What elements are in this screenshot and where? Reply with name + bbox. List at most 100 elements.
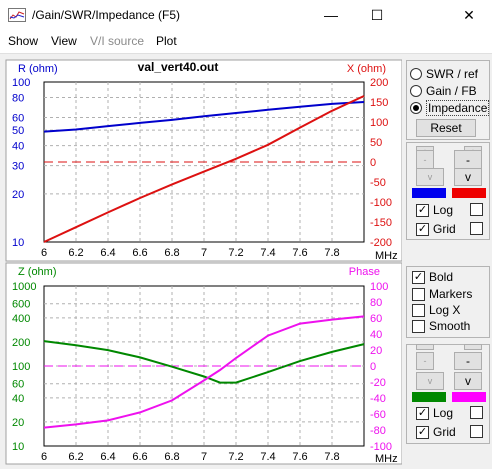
radio-impedance-circle[interactable] <box>410 102 422 114</box>
markers-check[interactable] <box>412 287 425 301</box>
bot-x-tick-label: 6.6 <box>132 451 147 463</box>
bottom-left-down-button[interactable]: v <box>416 372 444 390</box>
radio-gain-circle[interactable] <box>410 85 422 97</box>
top-grid-right-checkbox[interactable] <box>470 222 487 235</box>
bold-check[interactable]: ✓ <box>412 270 425 284</box>
radio-impedance[interactable]: Impedance <box>410 100 490 116</box>
top-x-unit: MHz <box>375 250 398 262</box>
bottom-log-right-checkbox[interactable] <box>470 406 487 419</box>
bot-left-tick-label: 100 <box>12 361 30 373</box>
bottom-left-minus-button[interactable]: - <box>416 352 434 370</box>
top-x-tick-label: 7.6 <box>292 247 307 259</box>
top-log-check[interactable]: ✓ <box>416 203 429 217</box>
bot-right-tick-label: 60 <box>370 313 382 325</box>
top-chart-title: val_vert40.out <box>138 60 219 74</box>
top-grid-checkbox[interactable]: ✓ Grid <box>416 222 456 236</box>
top-right-down-button[interactable]: v <box>454 168 482 186</box>
menu-plot[interactable]: Plot <box>156 34 177 48</box>
menu-vi-source[interactable]: V/I source <box>90 34 145 48</box>
top-left-tick-label: 80 <box>12 93 24 105</box>
bottom-right-ticks: 100 80 60 40 20 0 -20 -40 -60 -80 -100 <box>370 281 392 453</box>
bold-checkbox[interactable]: ✓ Bold <box>412 270 453 284</box>
smooth-checkbox[interactable]: Smooth <box>412 319 470 333</box>
minimize-icon: — <box>324 7 338 23</box>
bottom-log-checkbox[interactable]: ✓ Log <box>416 406 453 420</box>
bottom-grid-checkbox[interactable]: ✓ Grid <box>416 425 456 439</box>
display-options-group <box>406 266 490 338</box>
bottom-grid-right-checkbox[interactable] <box>470 425 487 438</box>
top-left-zoom-out-button[interactable]: - <box>416 150 434 170</box>
bottom-left-axis-label: Z (ohm) <box>18 266 57 278</box>
top-right-axis-label: X (ohm) <box>347 63 386 75</box>
bot-left-tick-label: 600 <box>12 299 30 311</box>
bottom-left-up-button[interactable] <box>416 344 434 350</box>
top-series-x <box>43 95 365 243</box>
top-log-right-checkbox[interactable] <box>470 203 487 216</box>
bot-left-tick-label: 20 <box>12 417 24 429</box>
bottom-right-minus-button[interactable]: - <box>454 352 482 370</box>
bot-left-tick-label: 10 <box>12 441 24 453</box>
bot-x-tick-label: 6.8 <box>164 451 179 463</box>
maximize-button[interactable]: ☐ <box>354 0 400 30</box>
menu-view[interactable]: View <box>51 34 77 48</box>
radio-gain[interactable]: Gain / FB <box>410 84 477 98</box>
app-icon <box>8 8 26 22</box>
menu-bar: Show View V/I source Plot <box>0 30 492 54</box>
bottom-grid-check[interactable]: ✓ <box>416 425 429 439</box>
top-x-tick-label: 6.4 <box>100 247 115 259</box>
bot-x-tick-label: 7 <box>201 451 207 463</box>
menu-show[interactable]: Show <box>8 34 39 48</box>
bottom-log-check[interactable]: ✓ <box>416 406 429 420</box>
top-right-tick-label: 0 <box>370 157 376 169</box>
smooth-check[interactable] <box>412 319 425 333</box>
top-grid-check[interactable]: ✓ <box>416 222 429 236</box>
phase-color-swatch[interactable] <box>452 392 486 402</box>
window-title: /Gain/SWR/Impedance (F5) <box>32 8 181 22</box>
top-log-right-check[interactable] <box>470 203 483 216</box>
top-x-tick-label: 7 <box>201 247 207 259</box>
maximize-icon: ☐ <box>370 6 384 23</box>
top-x-tick-label: 6 <box>41 247 47 259</box>
close-button[interactable]: ✕ <box>446 0 492 30</box>
bot-right-tick-label: 40 <box>370 329 382 341</box>
top-grid-right-check[interactable] <box>470 222 483 235</box>
logx-check[interactable] <box>412 303 425 317</box>
bot-right-tick-label: 20 <box>370 345 382 357</box>
bottom-x-ticks: 6 6.2 6.4 6.6 6.8 7 7.2 7.4 7.6 7.8 <box>41 451 340 463</box>
bot-x-tick-label: 7.4 <box>260 451 275 463</box>
bottom-log-label: Log <box>433 406 454 420</box>
bot-series-z <box>43 340 365 384</box>
reset-button[interactable]: Reset <box>416 119 476 137</box>
top-x-tick-label: 7.4 <box>260 247 275 259</box>
bottom-grid-right-check[interactable] <box>470 425 483 438</box>
radio-swr-circle[interactable] <box>410 68 422 80</box>
minimize-button[interactable]: — <box>308 0 354 30</box>
minus-icon: - <box>423 356 427 366</box>
top-log-checkbox[interactable]: ✓ Log <box>416 203 453 217</box>
bot-x-tick-label: 6 <box>41 451 47 463</box>
bottom-right-up-button[interactable] <box>464 344 482 350</box>
z-color-swatch[interactable] <box>412 392 446 402</box>
bottom-x-unit: MHz <box>375 453 398 465</box>
r-color-swatch[interactable] <box>412 188 446 198</box>
bottom-log-right-check[interactable] <box>470 406 483 419</box>
bot-right-tick-label: -40 <box>370 393 386 405</box>
top-x-tick-label: 6.2 <box>68 247 83 259</box>
top-right-zoom-out-button[interactable]: - <box>454 150 482 170</box>
radio-swr[interactable]: SWR / ref <box>410 67 478 81</box>
top-x-tick-label: 7.8 <box>324 247 339 259</box>
top-x-ticks: 6 6.2 6.4 6.6 6.8 7 7.2 7.4 7.6 7.8 <box>41 247 340 259</box>
bottom-right-down-button[interactable]: v <box>454 372 482 390</box>
markers-checkbox[interactable]: Markers <box>412 287 472 301</box>
logx-checkbox[interactable]: Log X <box>412 303 460 317</box>
top-left-down-button[interactable]: v <box>416 168 444 186</box>
smooth-label: Smooth <box>429 319 471 333</box>
top-right-tick-label: -50 <box>370 177 386 189</box>
bot-left-tick-label: 40 <box>12 393 24 405</box>
chevron-down-icon: v <box>465 374 471 388</box>
top-axis-group <box>406 142 490 240</box>
bot-x-tick-label: 7.6 <box>292 451 307 463</box>
x-color-swatch[interactable] <box>452 188 486 198</box>
control-panel: SWR / ref Gain / FB Impedance Reset ^ ^ … <box>402 54 492 469</box>
top-x-tick-label: 6.8 <box>164 247 179 259</box>
